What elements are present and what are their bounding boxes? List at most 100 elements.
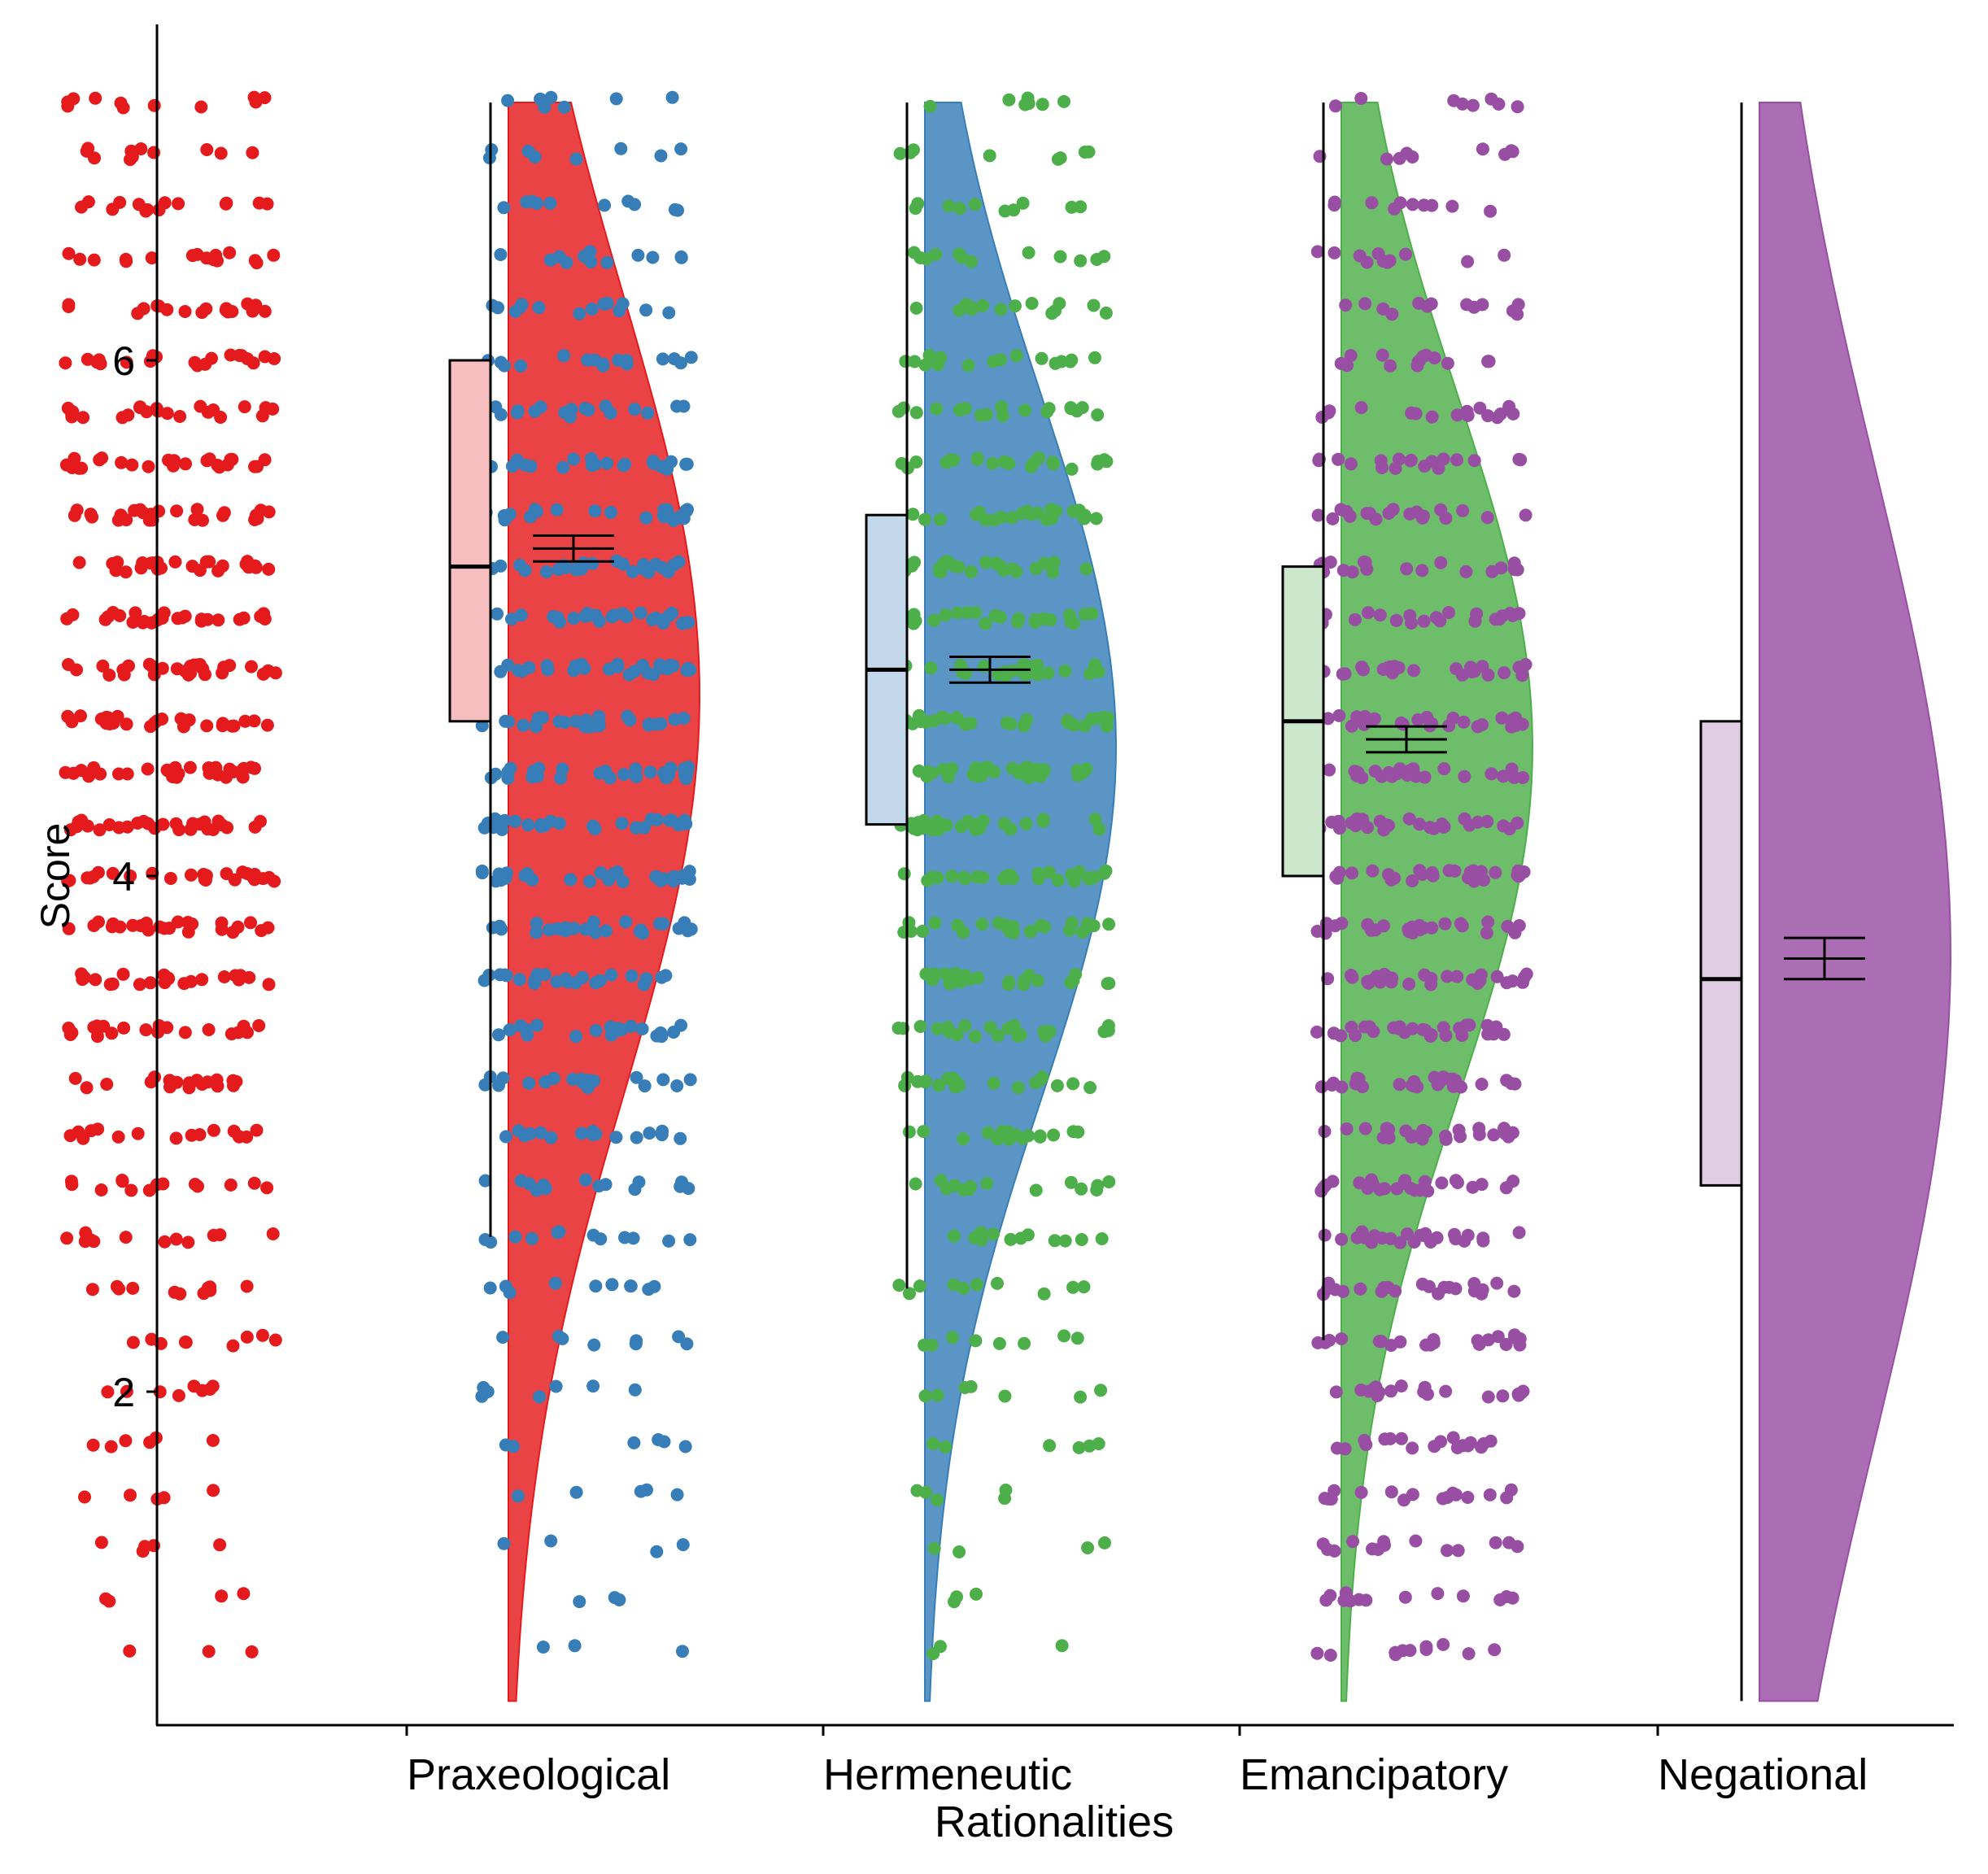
rain-point <box>258 350 272 364</box>
rain-point <box>605 1278 619 1292</box>
rain-point <box>183 760 197 774</box>
rain-point <box>544 1534 558 1548</box>
rain-point <box>1476 298 1489 312</box>
rain-point <box>1099 864 1113 878</box>
rain-point <box>952 247 966 261</box>
y-tick-label: 6 <box>112 338 135 384</box>
rain-point <box>998 1492 1012 1506</box>
rain-point <box>512 1124 525 1138</box>
rain-point <box>1401 769 1415 782</box>
rain-point <box>917 1125 931 1139</box>
rain-point <box>59 356 72 370</box>
rain-point <box>1345 565 1359 579</box>
rain-point <box>958 717 972 731</box>
rain-point <box>1090 253 1104 266</box>
rain-point <box>74 764 88 778</box>
rain-point <box>1480 511 1494 525</box>
rain-point <box>1091 408 1105 422</box>
rain-point <box>906 508 920 521</box>
rain-point <box>1436 1492 1450 1506</box>
rain-point <box>678 1440 692 1453</box>
rain-point <box>1458 769 1471 783</box>
rain-point <box>956 665 969 679</box>
rain-point <box>140 405 154 419</box>
rain-point <box>1419 1338 1433 1352</box>
rain-point <box>1031 872 1045 886</box>
rain-point <box>1393 1078 1406 1092</box>
rain-point <box>631 248 645 262</box>
rain-point <box>97 1019 111 1033</box>
density-clouds <box>508 102 1952 1702</box>
rain-point <box>582 403 595 416</box>
rain-point <box>958 969 972 982</box>
rain-point <box>525 1231 538 1245</box>
rain-point <box>1453 1022 1467 1035</box>
rain-point <box>599 924 613 938</box>
rain-point <box>528 404 542 418</box>
rain-point <box>494 874 508 887</box>
rain-point <box>1415 564 1429 577</box>
rain-point <box>256 667 270 681</box>
rain-point <box>1014 1028 1027 1042</box>
rain-point <box>618 457 632 471</box>
rain-point <box>147 146 161 159</box>
rain-point <box>1037 612 1051 625</box>
rain-point <box>647 668 660 682</box>
rain-point <box>1450 1441 1464 1454</box>
rain-point <box>525 194 538 208</box>
rain-point <box>1390 1182 1404 1196</box>
jitter-points <box>59 90 1533 1662</box>
rain-point <box>1323 1649 1337 1662</box>
rain-point <box>549 1379 563 1393</box>
rain-point <box>107 606 120 619</box>
rain-point <box>1498 147 1512 161</box>
rain-point <box>1101 977 1114 991</box>
rain-point <box>245 660 258 673</box>
rain-point <box>514 1019 527 1033</box>
rain-point <box>1511 864 1525 878</box>
rain-point <box>1498 248 1511 262</box>
rain-point <box>1463 865 1477 879</box>
rain-point <box>1425 717 1439 730</box>
rain-point <box>216 717 229 730</box>
rain-point <box>1047 556 1061 569</box>
rain-point <box>1018 403 1032 417</box>
rain-point <box>89 973 102 987</box>
rain-point <box>244 916 257 930</box>
rain-point <box>1475 1078 1489 1091</box>
rain-point <box>216 666 229 680</box>
rain-point <box>628 665 642 678</box>
rain-point <box>957 1132 970 1146</box>
rain-point <box>1375 1335 1388 1349</box>
rain-point <box>969 1334 983 1348</box>
rain-point <box>1102 1175 1116 1188</box>
rain-point <box>495 823 509 836</box>
rain-point <box>1500 1491 1514 1505</box>
rain-point <box>583 245 597 259</box>
rain-point <box>1451 1544 1465 1558</box>
rain-point <box>178 1026 192 1039</box>
rain-point <box>170 504 184 518</box>
rain-point <box>1501 919 1515 933</box>
rain-point <box>511 404 525 418</box>
rain-point <box>578 661 591 675</box>
rain-point <box>508 1230 522 1244</box>
rain-point <box>1437 762 1451 776</box>
rain-point <box>1512 452 1526 466</box>
rain-point <box>1033 1130 1047 1144</box>
rain-point <box>490 607 504 621</box>
rain-point <box>62 246 76 260</box>
rain-point <box>211 1079 225 1093</box>
rain-point <box>599 765 613 778</box>
rain-point <box>1065 353 1079 367</box>
rain-point <box>258 612 272 625</box>
rain-point <box>1016 196 1030 210</box>
rain-point <box>211 768 225 782</box>
rain-point <box>586 1228 600 1242</box>
rain-point <box>1434 556 1448 569</box>
rain-point <box>583 874 596 888</box>
rain-point <box>621 709 634 723</box>
rain-point <box>224 348 238 362</box>
rain-point <box>634 606 647 620</box>
rain-point <box>662 608 676 622</box>
